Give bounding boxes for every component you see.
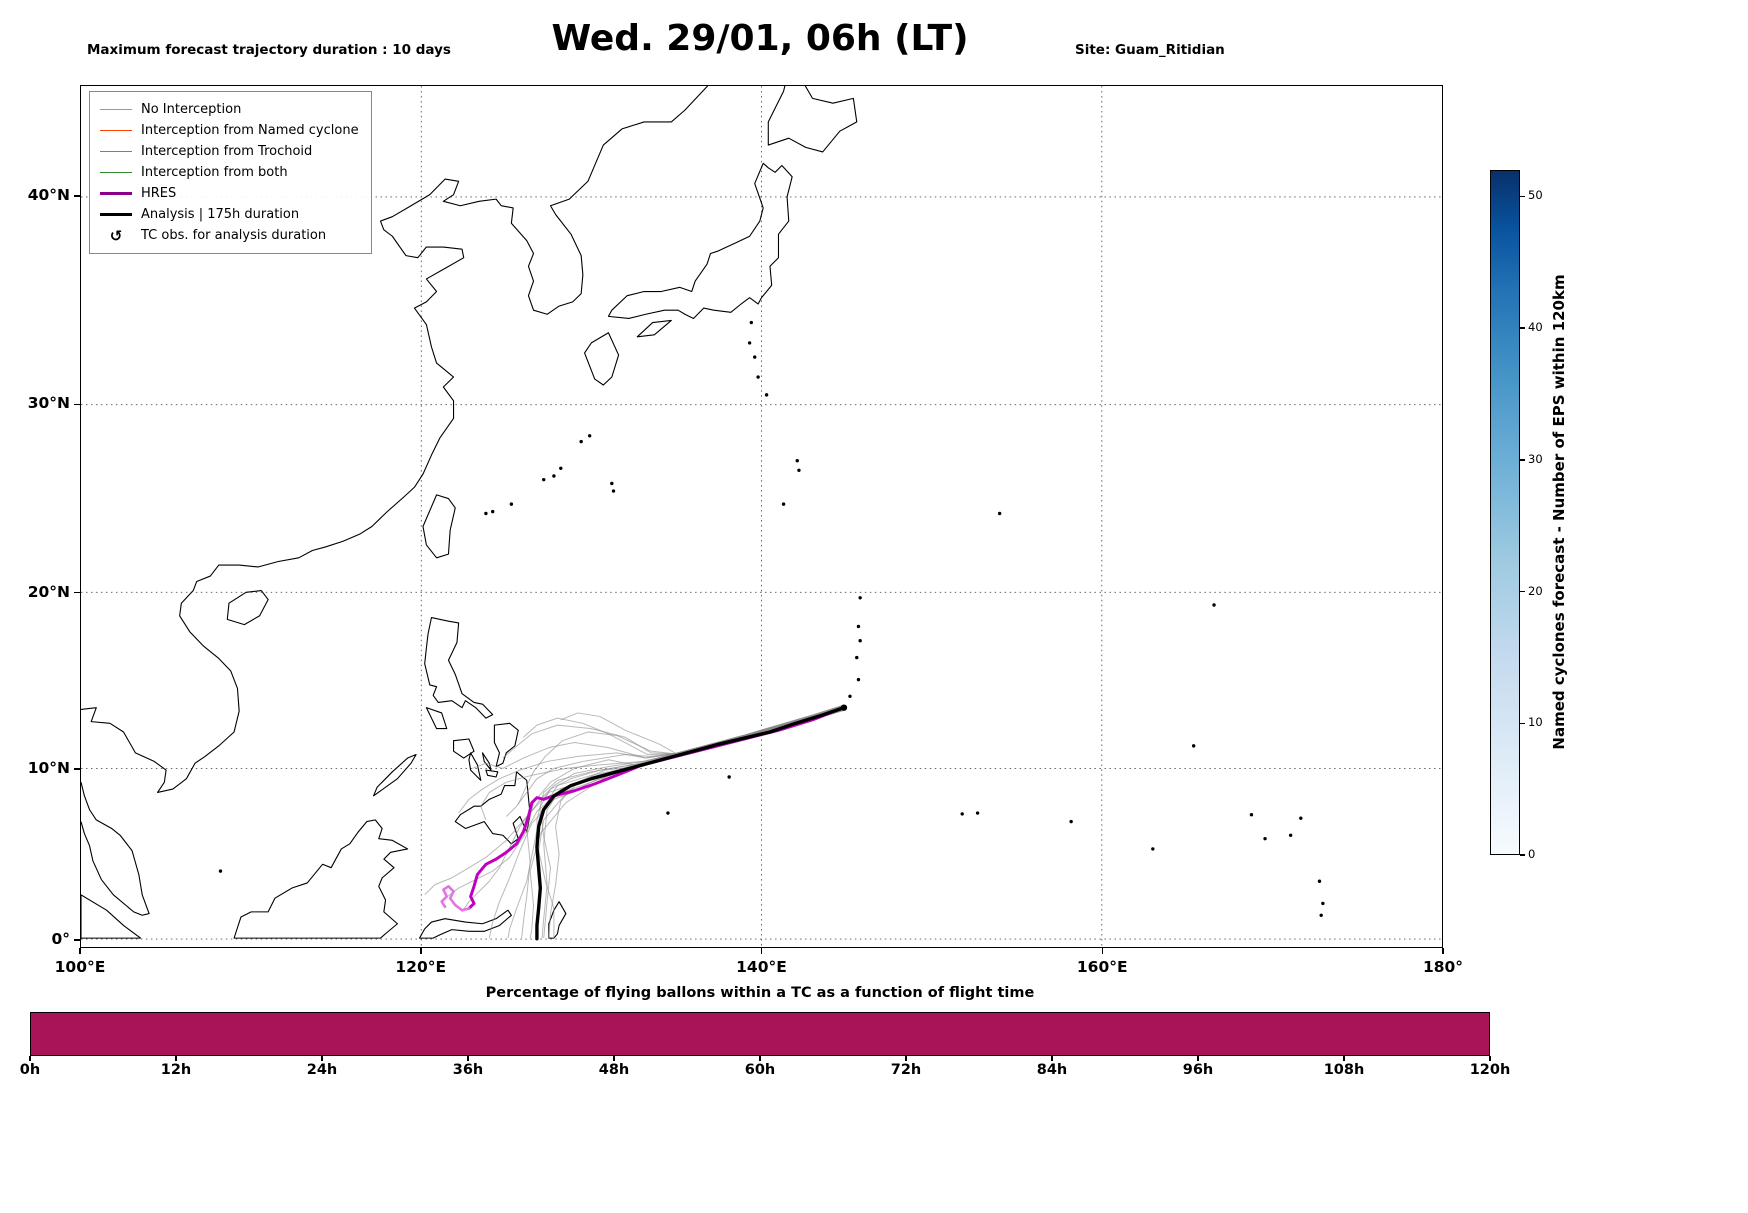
legend-item: Interception from Trochoid (100, 141, 359, 162)
coastline-sulawesi-north-arm (418, 909, 512, 939)
coastline-asia-mainland (81, 86, 709, 794)
legend-item: No Interception (100, 99, 359, 120)
coastline-samar-leyte (493, 722, 519, 768)
coastline-bohol (485, 769, 499, 778)
legend-item: ↺ TC obs. for analysis duration (100, 225, 359, 246)
coastline-cebu (481, 752, 492, 771)
flight-time-bar (30, 1012, 1490, 1056)
legend-item: Interception from both (100, 162, 359, 183)
legend-line-swatch (100, 172, 132, 173)
ensemble-trajectory (536, 709, 845, 939)
coastline-shikoku (636, 319, 672, 338)
flight-time-tick-label: 72h (890, 1062, 922, 1078)
ensemble-trajectory (538, 706, 845, 939)
coastline-kyushu (584, 332, 620, 386)
legend-item-label: Interception from both (141, 165, 288, 180)
ensemble-trajectory (523, 708, 845, 756)
hres-trajectory (467, 706, 846, 910)
max-duration-text: Maximum forecast trajectory duration : 1… (87, 42, 451, 58)
x-axis-tick-label: 160°E (1076, 958, 1128, 976)
page-title: Wed. 29/01, 06h (LT) (551, 18, 969, 59)
legend-item-label: Analysis | 175h duration (141, 207, 300, 222)
map-plot: No Interception Interception from Named c… (80, 85, 1443, 948)
colorbar-tick-label: 50 (1528, 188, 1543, 203)
legend-item-label: Interception from Trochoid (141, 144, 313, 159)
site-text: Site: Guam_Ritidian (1075, 42, 1225, 58)
trajectory-map (81, 86, 1442, 947)
x-axis-tick-label: 180° (1422, 958, 1464, 976)
coastline-sumatra (81, 894, 142, 939)
ensemble-trajectory (444, 705, 845, 899)
colorbar-tick-label: 20 (1528, 583, 1543, 598)
coastline-negros (468, 752, 482, 781)
flight-time-tick-label: 120h (1469, 1062, 1511, 1078)
flight-time-tick-label: 48h (598, 1062, 630, 1078)
launch-site-marker (840, 704, 848, 711)
hres-trajectory-tail (440, 885, 471, 912)
x-axis-tick-label: 140°E (736, 958, 787, 976)
legend-line-swatch (100, 130, 132, 131)
legend-line-swatch (100, 151, 132, 152)
colorbar-tick-label: 0 (1528, 847, 1536, 861)
coastline-hokkaido (767, 86, 858, 153)
x-axis-tick-label: 100°E (54, 958, 106, 976)
coastline-honshu (607, 162, 793, 320)
legend-item-label: Interception from Named cyclone (141, 123, 359, 138)
coastline-luzon (424, 617, 494, 719)
coastline-taiwan (422, 494, 456, 559)
ensemble-trajectory (548, 707, 845, 939)
flight-time-tick-label: 12h (160, 1062, 192, 1078)
flight-time-tick-label: 0h (19, 1062, 41, 1078)
colorbar-tick-label: 30 (1528, 451, 1543, 466)
map-legend: No Interception Interception from Named c… (89, 91, 372, 254)
colorbar (1490, 170, 1520, 855)
coastline-mindoro (425, 707, 448, 730)
colorbar-label: Named cyclones forecast - Number of EPS … (1550, 274, 1568, 750)
coastline-panay (453, 738, 475, 759)
coastline-malay-peninsula (81, 782, 150, 916)
flight-time-tick-label: 96h (1182, 1062, 1214, 1078)
y-axis-tick-label: 30°N (27, 394, 70, 413)
y-axis-tick-label: 0° (51, 930, 70, 948)
y-axis-tick-label: 20°N (27, 582, 70, 601)
flight-time-tick-label: 24h (306, 1062, 338, 1078)
flight-time-chart-title: Percentage of flying ballons within a TC… (485, 985, 1035, 1001)
y-axis-tick-label: 10°N (27, 758, 70, 777)
legend-item-label: HRES (141, 186, 177, 201)
flight-time-tick-label: 60h (744, 1062, 776, 1078)
ensemble-trajectory (539, 707, 845, 939)
coastline-hainan (226, 589, 269, 626)
analysis-trajectory (535, 705, 846, 941)
legend-item-label: No Interception (141, 102, 242, 117)
coastline-borneo (233, 819, 409, 939)
colorbar-tick-label: 40 (1528, 320, 1543, 335)
legend-line-swatch (100, 213, 132, 216)
legend-item: Analysis | 175h duration (100, 204, 359, 225)
legend-item: Interception from Named cyclone (100, 120, 359, 141)
x-axis-tick-label: 120°E (395, 958, 447, 976)
ensemble-trajectory (461, 704, 845, 913)
ensemble-trajectory (521, 707, 845, 939)
legend-item-label: TC obs. for analysis duration (141, 228, 327, 243)
legend-line-swatch (100, 109, 132, 110)
flight-time-tick-label: 84h (1036, 1062, 1068, 1078)
y-axis-tick-label: 40°N (27, 186, 70, 205)
ensemble-trajectory (502, 708, 845, 759)
ensemble-trajectory (541, 708, 845, 939)
legend-line-swatch (100, 192, 132, 195)
legend-item: HRES (100, 183, 359, 204)
flight-time-tick-label: 36h (452, 1062, 484, 1078)
tc-obs-symbol-icon: ↺ (109, 226, 123, 245)
colorbar-tick-label: 10 (1528, 715, 1543, 730)
coastline-palawan (373, 753, 417, 797)
flight-time-tick-label: 108h (1323, 1062, 1365, 1078)
